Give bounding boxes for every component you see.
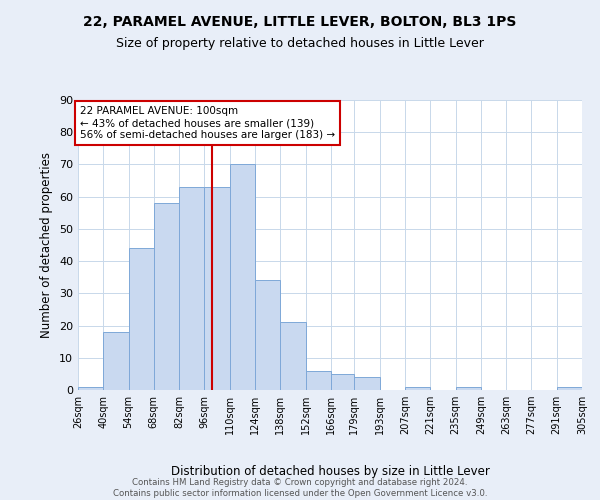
Text: Distribution of detached houses by size in Little Lever: Distribution of detached houses by size … xyxy=(170,464,490,477)
Bar xyxy=(280,322,305,390)
Bar xyxy=(455,387,481,390)
Bar xyxy=(205,187,230,390)
Bar xyxy=(557,387,582,390)
Bar xyxy=(305,370,331,390)
Bar xyxy=(355,377,380,390)
Bar xyxy=(255,280,280,390)
Bar xyxy=(230,164,255,390)
Bar xyxy=(331,374,355,390)
Y-axis label: Number of detached properties: Number of detached properties xyxy=(40,152,53,338)
Bar xyxy=(154,203,179,390)
Bar xyxy=(128,248,154,390)
Text: 22, PARAMEL AVENUE, LITTLE LEVER, BOLTON, BL3 1PS: 22, PARAMEL AVENUE, LITTLE LEVER, BOLTON… xyxy=(83,15,517,29)
Text: 22 PARAMEL AVENUE: 100sqm
← 43% of detached houses are smaller (139)
56% of semi: 22 PARAMEL AVENUE: 100sqm ← 43% of detac… xyxy=(80,106,335,140)
Bar xyxy=(103,332,128,390)
Text: Size of property relative to detached houses in Little Lever: Size of property relative to detached ho… xyxy=(116,38,484,51)
Text: Contains HM Land Registry data © Crown copyright and database right 2024.
Contai: Contains HM Land Registry data © Crown c… xyxy=(113,478,487,498)
Bar xyxy=(405,387,430,390)
Bar xyxy=(78,387,103,390)
Bar xyxy=(179,187,205,390)
